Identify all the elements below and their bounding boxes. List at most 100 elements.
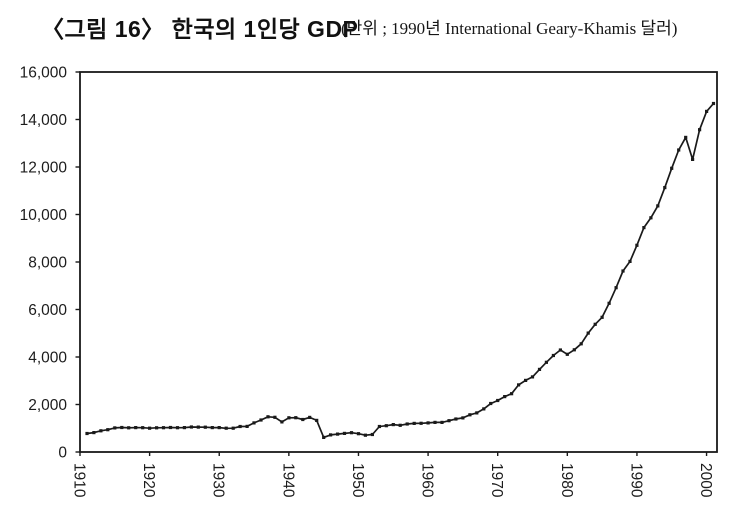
data-point-marker (607, 301, 611, 305)
y-tick-label: 10,000 (20, 207, 68, 224)
x-tick-label: 1940 (279, 463, 296, 498)
data-point-marker (579, 342, 583, 346)
data-point-marker (113, 426, 117, 430)
data-point-marker (106, 428, 110, 432)
data-point-marker (329, 433, 333, 437)
data-point-marker (663, 186, 667, 190)
x-tick-label: 2000 (697, 463, 714, 498)
data-point-marker (363, 433, 367, 437)
data-point-marker (510, 392, 514, 396)
y-tick-label: 16,000 (20, 65, 68, 82)
data-point-marker (412, 421, 416, 425)
data-point-marker (551, 353, 555, 358)
x-tick-label: 1990 (627, 463, 644, 498)
x-tick-label: 1910 (71, 463, 88, 498)
data-point-marker (224, 426, 228, 430)
y-axis: 0 2,000 4,000 6,000 8,000 10,000 12,000 14,000 1… (20, 65, 80, 462)
data-point-marker (85, 431, 89, 436)
data-point-marker (691, 157, 695, 161)
data-point-marker (544, 360, 548, 364)
data-point-marker (141, 426, 145, 430)
data-point-marker (482, 407, 486, 411)
data-point-marker (245, 424, 249, 428)
figure-title: 〈그림 16〉 한국의 1인당 GDP (41, 16, 359, 42)
x-tick-label: 1920 (140, 463, 157, 498)
data-point-marker (454, 417, 458, 421)
data-point-marker (217, 426, 221, 430)
data-point-marker (120, 425, 124, 430)
data-point-marker (621, 269, 625, 273)
data-point-marker (342, 431, 347, 435)
data-point-marker (266, 415, 270, 419)
data-point-marker (496, 398, 500, 403)
y-tick-label: 2,000 (28, 397, 67, 414)
y-tick-label: 12,000 (20, 160, 68, 177)
data-point-marker (489, 401, 493, 406)
data-point-marker (698, 128, 702, 132)
data-point-marker (384, 424, 388, 428)
y-tick-label: 8,000 (28, 255, 67, 272)
data-point-marker (287, 416, 291, 420)
data-point-marker (600, 315, 604, 319)
data-point-marker (315, 418, 319, 422)
data-point-marker (175, 426, 180, 430)
data-point-marker (586, 331, 590, 335)
data-point-marker (301, 417, 305, 422)
data-point-marker (419, 421, 423, 425)
data-point-marker (148, 426, 152, 430)
y-tick-label: 4,000 (28, 350, 67, 367)
data-point-marker (558, 348, 562, 352)
data-point-marker (524, 378, 528, 382)
x-tick-label: 1980 (558, 463, 575, 498)
data-point-marker (377, 424, 381, 429)
data-point-marker (635, 243, 639, 247)
data-point-marker (649, 216, 653, 220)
data-point-marker (391, 423, 395, 427)
plot-border (79, 71, 718, 453)
data-point-marker (475, 411, 479, 415)
data-point-marker (294, 416, 298, 420)
x-tick-label: 1950 (349, 463, 366, 498)
data-point-marker (259, 418, 263, 422)
x-tick-label: 1960 (419, 463, 436, 498)
y-tick-label: 6,000 (28, 302, 67, 319)
figure-unit-note: (단위 ; 1990년 International Geary-Khamis 달… (341, 19, 678, 38)
data-point-marker (537, 367, 542, 371)
data-point-marker (92, 431, 96, 435)
gdp-data-points (85, 101, 716, 439)
data-point-marker (565, 352, 569, 356)
data-point-marker (433, 420, 437, 424)
data-point-marker (189, 425, 193, 429)
data-point-marker (155, 426, 159, 430)
data-point-marker (203, 425, 207, 429)
data-point-marker (273, 415, 277, 419)
data-point-marker (440, 420, 444, 424)
data-point-marker (677, 148, 681, 152)
data-point-marker (468, 413, 472, 417)
data-point-marker (705, 109, 709, 113)
data-point-marker (322, 435, 326, 439)
data-point-marker (711, 101, 716, 106)
data-point-marker (168, 425, 173, 430)
data-point-marker (238, 424, 242, 429)
data-point-marker (308, 415, 312, 419)
data-point-marker (593, 322, 597, 326)
data-point-marker (182, 426, 186, 430)
data-point-marker (426, 421, 430, 425)
data-point-marker (614, 286, 618, 290)
data-point-marker (670, 166, 674, 170)
data-point-marker (517, 383, 521, 387)
data-point-marker (161, 426, 166, 430)
y-tick-label: 0 (58, 445, 67, 462)
data-point-marker (370, 432, 374, 437)
data-point-marker (127, 426, 131, 430)
data-point-marker (280, 420, 284, 424)
y-tick-label: 14,000 (20, 112, 68, 129)
data-point-marker (530, 375, 535, 379)
gdp-data-line (86, 102, 715, 439)
data-point-marker (356, 432, 361, 436)
data-point-marker (349, 431, 354, 435)
data-point-marker (572, 348, 576, 352)
data-point-marker (134, 426, 138, 430)
